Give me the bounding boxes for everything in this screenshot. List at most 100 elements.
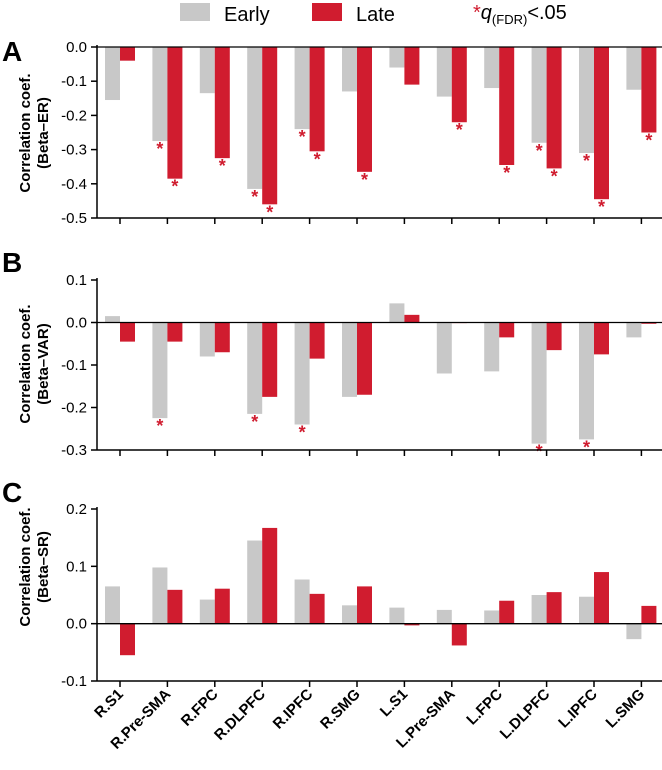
panel-c-bar-early-r-fpc — [199, 599, 215, 624]
panel-b-bar-late-l-s1 — [404, 314, 420, 323]
panel-b-ylabel-line1: Correlation coef. — [17, 304, 34, 423]
panel-b-bar-late-r-dlpfc — [262, 322, 278, 397]
panel-a-sig-star: * — [536, 141, 543, 161]
panel-a-y-tick-label: -0.1 — [61, 73, 87, 90]
panel-letter-a: A — [2, 36, 22, 67]
panel-a-y-tick-label: -0.2 — [61, 107, 87, 124]
panel-b-ylabel-line2: (Beta–VAR) — [35, 323, 52, 404]
panel-letter-b: B — [2, 247, 22, 278]
panel-a-bar-late-l-smg — [641, 47, 657, 133]
panel-a-bar-late-l-fpc — [499, 47, 515, 165]
panel-b-bar-early-l-fpc — [484, 322, 500, 372]
x-category-label: L.S1 — [377, 686, 411, 720]
panel-a-bar-early-l-pre-sma — [436, 47, 452, 97]
panel-a-bar-early-l-s1 — [389, 47, 405, 68]
panel-a-sig-star: * — [171, 177, 178, 197]
panel-c-bar-early-r-dlpfc — [247, 540, 263, 624]
chart-panels: ************ ***0.0-0.1-0.2-0.3-0.4-0.5* *… — [61, 39, 662, 753]
legend: Early Late *q(FDR)<.05 — [180, 2, 567, 27]
panel-c-ylabel-line2: (Beta–SR) — [35, 531, 52, 603]
panel-c-y-tick-label: 0.2 — [66, 501, 87, 518]
panel-c-bar-early-l-s1 — [389, 607, 405, 624]
panel-a-sig-star: * — [645, 131, 652, 151]
x-category-label: R.S1 — [91, 686, 127, 722]
legend-sig-thresh: <.05 — [527, 2, 566, 24]
panel-b-y-tick-label: 0.1 — [66, 272, 87, 289]
panel-a-bar-early-r-ipfc — [294, 47, 310, 130]
x-category-label: R.FPC — [178, 686, 222, 730]
panel-c-bar-late-r-ipfc — [309, 593, 325, 624]
legend-early-label: Early — [224, 4, 270, 26]
panel-c-bar-late-l-s1 — [404, 623, 420, 626]
panel-c-bar-late-l-dlpfc — [546, 592, 562, 624]
panel-b-sig-star: * — [251, 412, 258, 432]
panel-b-bar-early-l-dlpfc — [531, 322, 547, 444]
panel-c-bar-early-r-ipfc — [294, 579, 310, 624]
panel-c-y-tick-label: 0.1 — [66, 558, 87, 575]
panel-a-bar-late-l-s1 — [404, 47, 420, 85]
x-category-label: L.SMG — [603, 686, 649, 732]
panel-a-bar-late-r-ipfc — [309, 47, 325, 152]
legend-sig-q: q — [481, 2, 492, 24]
panel-c-bar-late-l-ipfc — [594, 572, 609, 624]
panel-c-y-tick-label: 0.0 — [66, 616, 87, 633]
panel-c-bar-late-r-fpc — [214, 588, 230, 624]
panel-b: * * * * * 0.1 0.0 -0.1 -0.2 -0.3 — [61, 272, 662, 462]
panel-b-y-tick-label: 0.0 — [66, 315, 87, 332]
panel-c-bar-early-l-pre-sma — [436, 609, 452, 624]
panel-a-y-tick-label: -0.3 — [61, 142, 87, 159]
panel-c-bar-late-l-smg — [641, 605, 657, 624]
panel-a-sig-star: * — [266, 202, 273, 222]
panel-a-ylabel: Correlation coef. (Beta–ER) — [17, 73, 52, 192]
panel-a-bar-early-l-dlpfc — [531, 47, 547, 143]
panel-a-bar-early-l-smg — [626, 47, 642, 90]
panel-c-ylabel: Correlation coef. (Beta–SR) — [17, 507, 52, 626]
panel-b-bar-early-r-s1 — [105, 316, 120, 323]
x-category-label: L.FPC — [463, 686, 506, 729]
panel-a-bar-early-r-s1 — [105, 47, 120, 101]
panel-c-bar-late-l-pre-sma — [451, 623, 467, 646]
panel-a-bar-late-l-ipfc — [594, 47, 609, 200]
panel-a-bar-late-r-fpc — [214, 47, 230, 159]
panel-a-bar-late-l-dlpfc — [546, 47, 562, 169]
panel-a-bar-early-l-ipfc — [579, 47, 594, 154]
panel-c-bar-early-r-smg — [342, 605, 357, 624]
panel-b-bar-early-l-smg — [626, 322, 642, 338]
panel-b-bar-early-r-dlpfc — [247, 322, 263, 414]
panel-a-bar-late-r-pre-sma — [167, 47, 183, 179]
panel-b-bar-early-l-s1 — [389, 303, 405, 323]
panel-b-bar-early-l-pre-sma — [436, 322, 452, 374]
x-category-label: R.DLPFC — [211, 686, 269, 744]
legend-significance: *q(FDR)<.05 — [473, 2, 567, 27]
panel-c-bar-early-r-s1 — [105, 586, 120, 624]
panel-b-y-tick-label: -0.3 — [61, 442, 87, 459]
panel-c-bar-late-l-fpc — [499, 600, 515, 624]
panel-b-bar-early-r-ipfc — [294, 322, 310, 425]
x-category-label: L.IPFC — [555, 686, 601, 732]
panel-a-bar-late-r-s1 — [120, 47, 135, 61]
panel-b-y-tick-label: -0.1 — [61, 357, 87, 374]
legend-sig-sub: (FDR) — [492, 12, 527, 27]
panel-a-sig-star: * — [219, 156, 226, 176]
panel-b-bar-late-r-pre-sma — [167, 322, 183, 342]
panel-a-y-tick-label: -0.5 — [61, 210, 87, 227]
panel-b-sig-star: * — [583, 437, 590, 457]
panel-a-sig-star: * — [583, 151, 590, 171]
legend-early-swatch — [180, 3, 210, 21]
panel-b-bar-early-r-smg — [342, 322, 357, 397]
x-category-label: R.IPFC — [270, 686, 317, 733]
legend-late-swatch — [312, 3, 342, 21]
panel-a-bar-late-l-pre-sma — [451, 47, 467, 123]
panel-c-ylabel-line1: Correlation coef. — [17, 507, 34, 626]
panel-c-bar-early-l-fpc — [484, 610, 500, 624]
panel-a-y-tick-label: -0.4 — [61, 176, 87, 193]
panel-a-sig-star: * — [598, 197, 605, 217]
panel-a-y-tick-label: 0.0 — [66, 39, 87, 56]
panel-c-bar-early-l-smg — [626, 623, 642, 640]
panel-a-sig-star: * — [156, 139, 163, 159]
panel-a-sig-star: * — [314, 149, 321, 169]
panel-a-bar-late-r-smg — [357, 47, 372, 172]
